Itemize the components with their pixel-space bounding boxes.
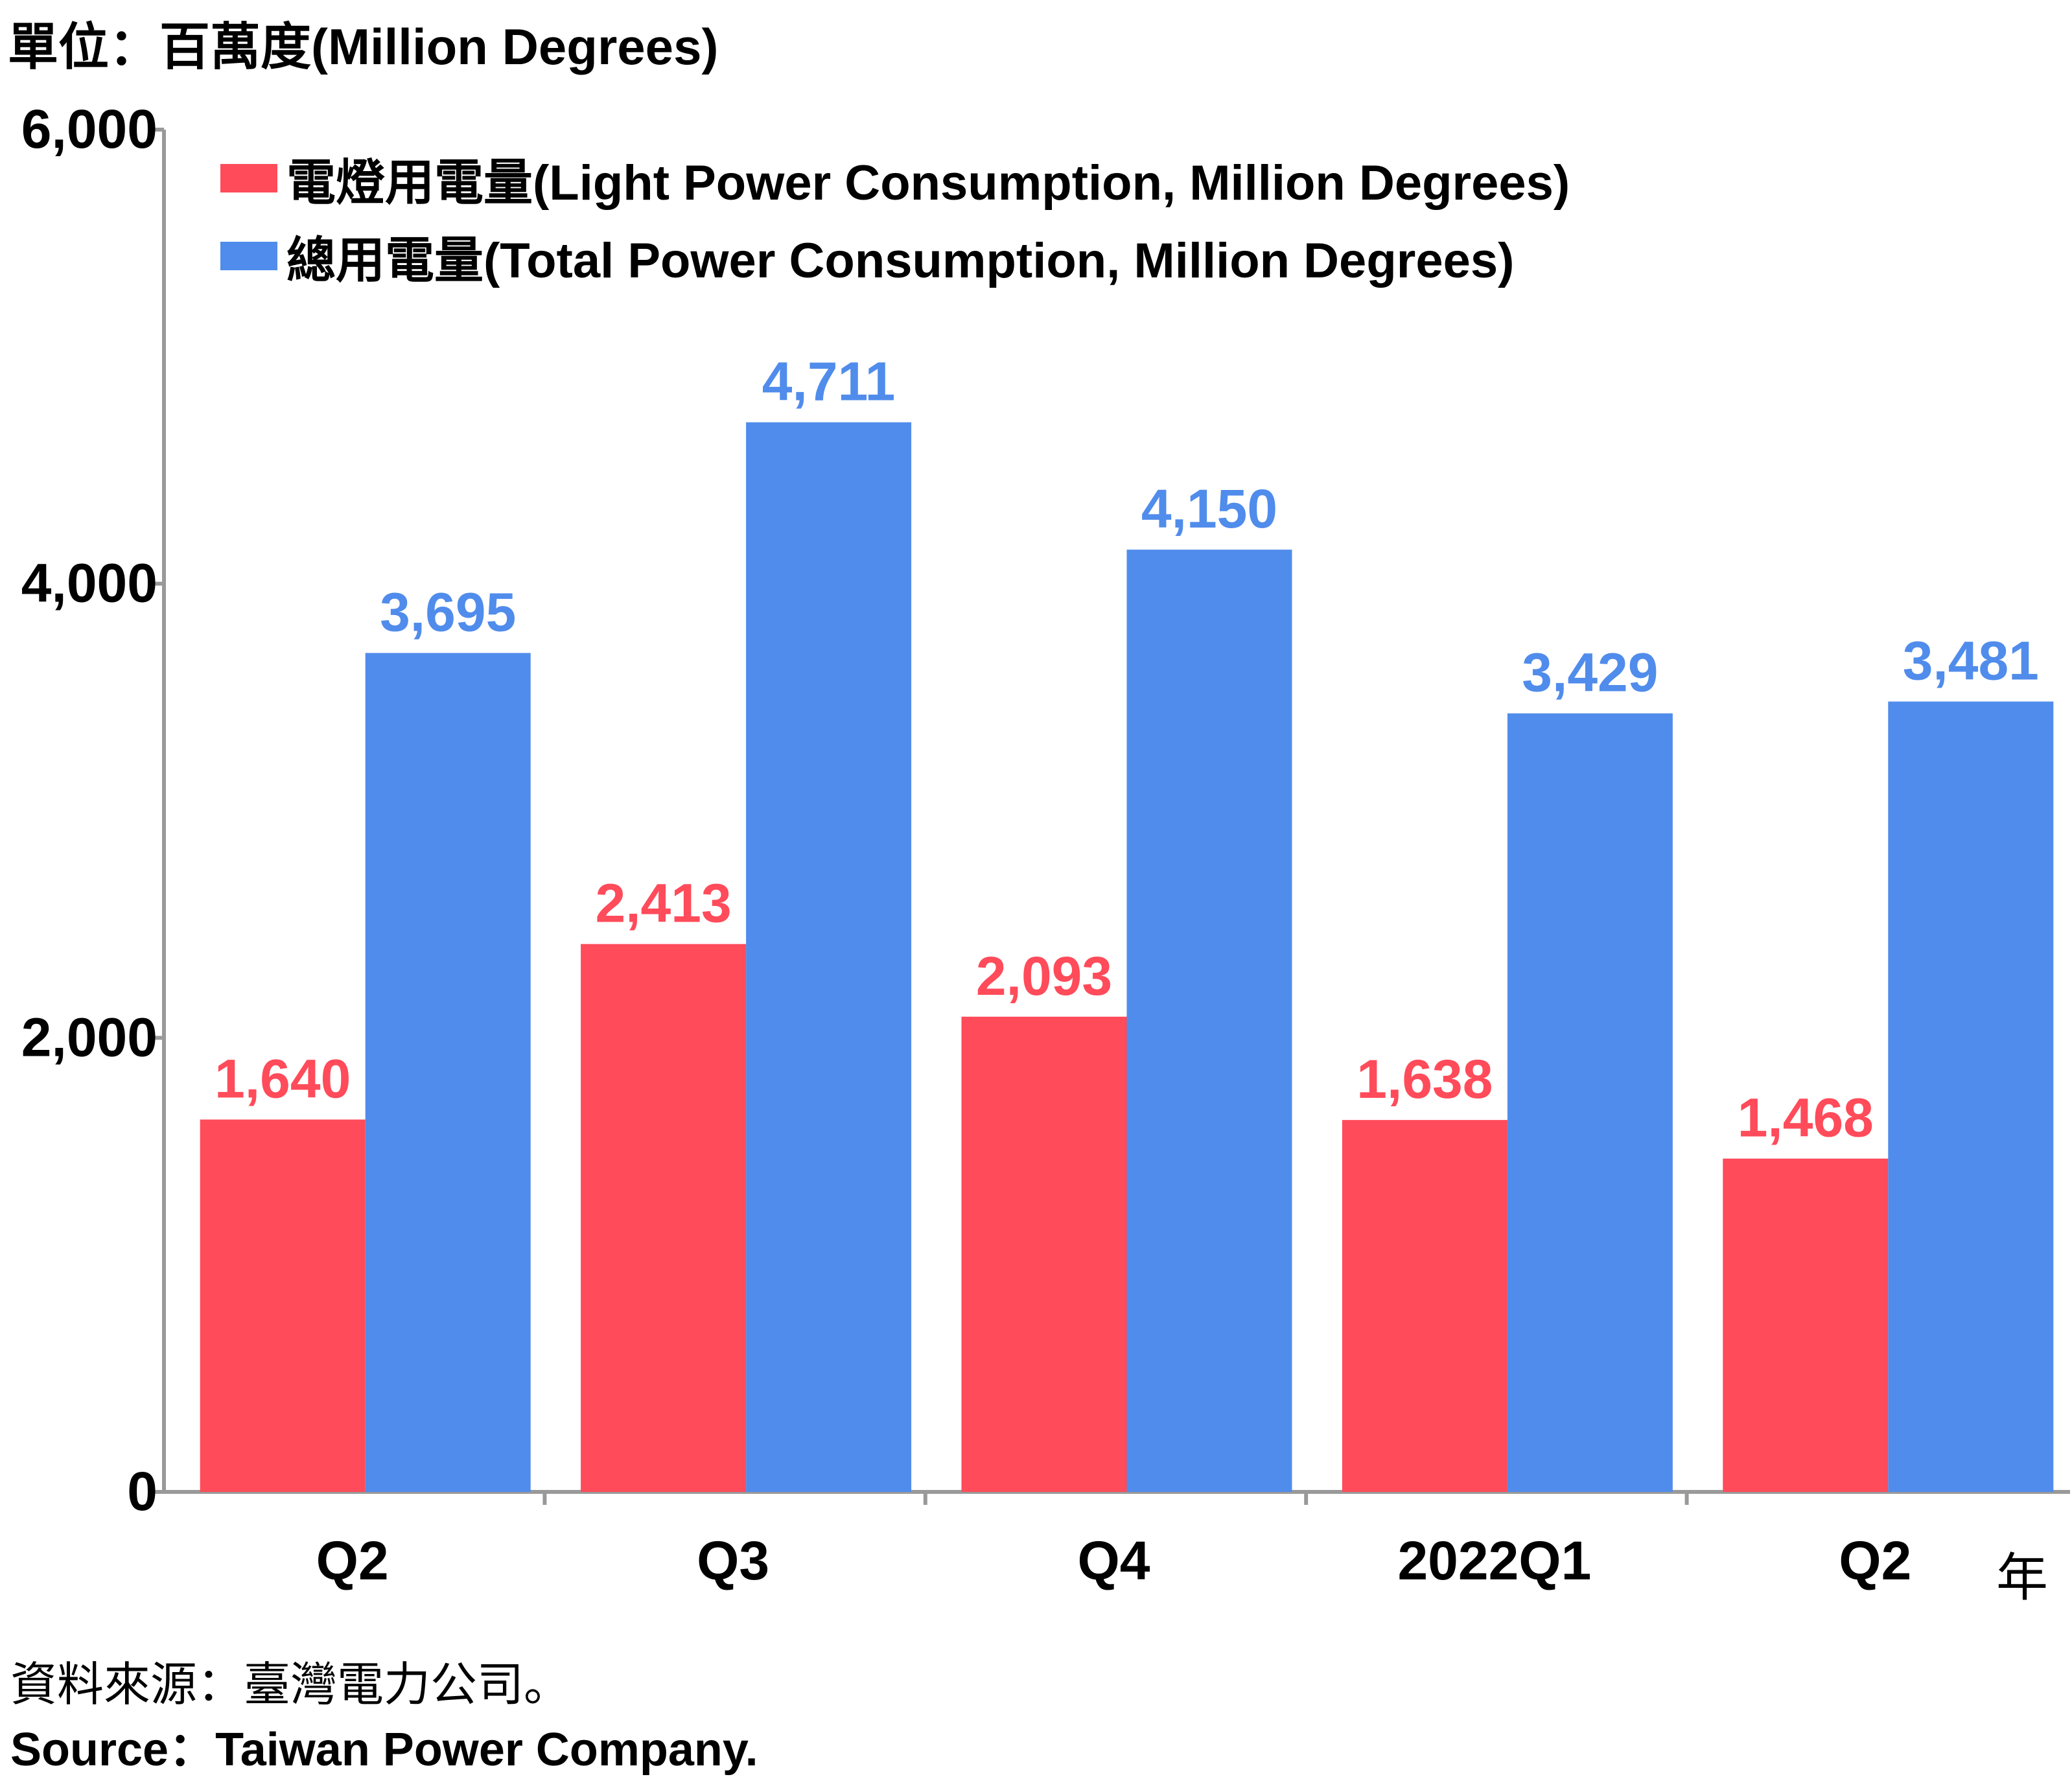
data-label-total: 3,481: [1903, 630, 2039, 691]
data-label-light: 1,640: [215, 1048, 351, 1109]
bar-total: [1126, 550, 1292, 1492]
data-label-total: 4,150: [1141, 478, 1277, 539]
data-label-total: 3,429: [1522, 642, 1658, 703]
source-note-en: Source：Taiwan Power Company.: [10, 1724, 758, 1776]
y-tick-label: 6,000: [21, 99, 157, 159]
unit-label: 單位：百萬度(Million Degrees): [8, 18, 719, 75]
bar-light: [1723, 1158, 1889, 1492]
legend-item-total: 總用電量(Total Power Consumption, Million De…: [220, 217, 1570, 295]
legend-label-total: 總用電量(Total Power Consumption, Million De…: [286, 233, 1515, 288]
y-tick-label: 2,000: [21, 1006, 157, 1067]
data-label-light: 2,413: [595, 873, 731, 934]
x-tick-label: Q3: [697, 1530, 769, 1591]
x-tick-label: 2022Q1: [1397, 1530, 1591, 1591]
y-tick-label: 4,000: [21, 553, 157, 614]
legend-swatch-light: [220, 164, 277, 192]
legend: 電燈用電量(Light Power Consumption, Million D…: [220, 139, 1570, 295]
bar-light: [581, 944, 747, 1492]
data-label-total: 3,695: [380, 582, 516, 643]
legend-swatch-total: [220, 242, 277, 270]
bar-light: [961, 1016, 1127, 1492]
bar-light: [200, 1119, 366, 1492]
x-tick-label: Q2: [1839, 1530, 1911, 1591]
x-tick-label: Q4: [1077, 1530, 1150, 1591]
data-label-total: 4,711: [762, 351, 896, 412]
legend-label-light: 電燈用電量(Light Power Consumption, Million D…: [286, 156, 1570, 211]
y-tick-label: 0: [127, 1461, 157, 1522]
data-label-light: 1,468: [1738, 1087, 1874, 1148]
x-tick-label: Q2: [316, 1530, 389, 1591]
legend-item-light: 電燈用電量(Light Power Consumption, Million D…: [220, 139, 1570, 217]
bar-light: [1342, 1120, 1507, 1492]
bar-total: [1507, 713, 1673, 1492]
data-label-light: 1,638: [1356, 1049, 1493, 1110]
bar-total: [1888, 701, 2054, 1492]
x-axis-year-mark: 年: [1996, 1549, 2048, 1607]
source-note-zh: 資料來源：臺灣電力公司。: [10, 1659, 571, 1711]
bar-total: [746, 422, 912, 1493]
data-label-light: 2,093: [976, 946, 1112, 1006]
bar-total: [365, 653, 531, 1492]
